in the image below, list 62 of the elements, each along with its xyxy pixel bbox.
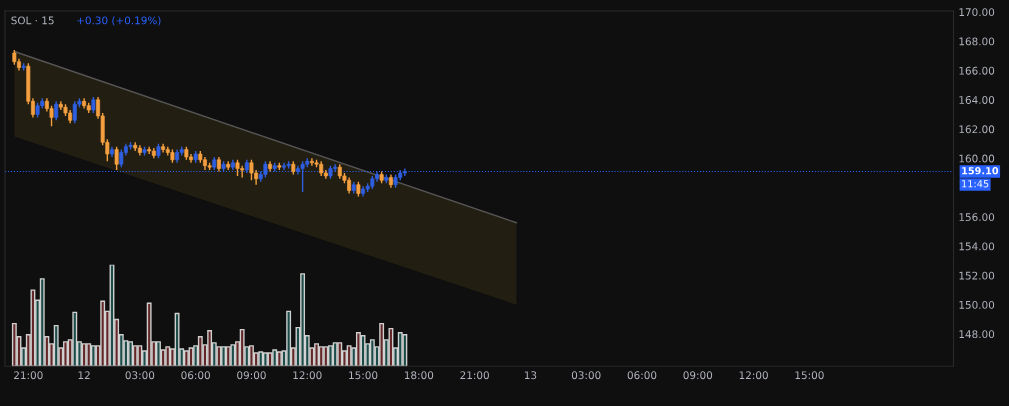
x-tick-label: 12	[78, 371, 90, 379]
y-tick-label: 162.00	[959, 125, 995, 134]
bar	[272, 349, 278, 367]
bar	[323, 346, 329, 367]
y-tick-label: 152.00	[959, 271, 995, 280]
bar	[300, 273, 306, 367]
x-tick-label: 18:00	[404, 371, 434, 380]
bar	[53, 324, 59, 367]
x-tick-label: 13	[524, 371, 537, 380]
x-tick-label: 09:00	[237, 371, 266, 380]
x-tick-label: 15:00	[349, 371, 378, 380]
bar	[137, 345, 143, 367]
bar	[258, 351, 264, 367]
bar	[337, 342, 343, 367]
chart-subtitle: +0.30 (+0.19%)	[77, 16, 161, 26]
bar	[11, 322, 17, 367]
y-tick-label: 148.00	[959, 330, 995, 339]
bar	[355, 332, 361, 367]
y-tick-label: 160.00	[959, 154, 995, 163]
bar	[100, 300, 106, 367]
x-tick-label: 03:00	[125, 371, 155, 380]
bar	[379, 322, 385, 367]
bar	[183, 350, 189, 367]
bar	[262, 352, 268, 367]
x-tick-label: 03:00	[571, 371, 601, 380]
bar	[72, 311, 78, 367]
y-tick-label: 166.00	[959, 66, 995, 75]
y-tick-label: 156.00	[959, 213, 995, 222]
x-tick-label: 12:00	[739, 371, 768, 380]
bar	[146, 302, 152, 367]
chart-title: SOL · 15	[11, 16, 54, 25]
bar	[286, 310, 292, 367]
y-tick-label: 154.00	[959, 242, 995, 251]
bar	[165, 346, 171, 367]
bar	[276, 351, 282, 367]
y-tick-label: 164.00	[959, 96, 995, 104]
candlestick	[54, 100, 59, 121]
candlestick	[249, 159, 254, 182]
bar	[216, 346, 222, 367]
x-tick-label: 09:00	[683, 371, 713, 380]
y-tick-label: 170.00	[959, 8, 995, 17]
candlestick	[114, 145, 119, 171]
bar	[86, 343, 92, 367]
bar	[369, 339, 375, 367]
x-tick-label: 06:00	[181, 371, 210, 380]
text: 11:45	[962, 180, 989, 188]
y-tick-label: 168.00	[959, 37, 995, 46]
bar	[174, 312, 180, 367]
x-tick-label: 21:00	[460, 371, 489, 380]
x-tick-label: 15:00	[795, 371, 824, 380]
bar	[402, 334, 408, 367]
y-tick-label: 150.00	[959, 300, 995, 309]
ref-line-label: 159.10	[962, 167, 999, 175]
x-tick-label: 12:00	[293, 371, 322, 380]
bar	[239, 328, 245, 367]
bar	[39, 278, 45, 367]
bar	[197, 336, 203, 367]
bar	[207, 329, 213, 367]
bar	[230, 344, 236, 367]
bar	[90, 345, 96, 367]
x-tick-label: 21:00	[14, 371, 43, 380]
x-tick-label: 06:00	[627, 371, 657, 380]
